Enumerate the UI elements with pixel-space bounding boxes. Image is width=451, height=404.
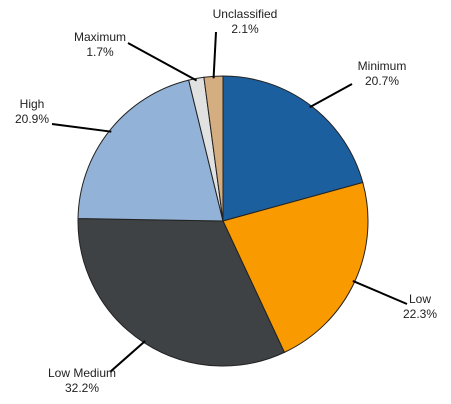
slice-label: Maximum <box>74 30 126 44</box>
leader-line <box>309 83 353 109</box>
slice-value-label: 20.9% <box>15 112 49 126</box>
slice-label: Low <box>409 292 431 306</box>
slice-value-label: 22.3% <box>403 307 437 321</box>
leader-line <box>352 280 408 305</box>
slice-value-label: 32.2% <box>65 381 99 395</box>
slice-label: High <box>20 97 45 111</box>
leader-line <box>51 123 112 133</box>
slice-label: Minimum <box>358 59 407 73</box>
slice-value-label: 2.1% <box>231 22 259 36</box>
slice-value-label: 20.7% <box>365 74 399 88</box>
leader-line <box>109 340 146 373</box>
leader-line <box>127 42 198 82</box>
slice-label: Unclassified <box>213 7 278 21</box>
slice-label: Low Medium <box>48 366 116 380</box>
slice-value-label: 1.7% <box>86 45 114 59</box>
leader-line <box>212 31 217 79</box>
